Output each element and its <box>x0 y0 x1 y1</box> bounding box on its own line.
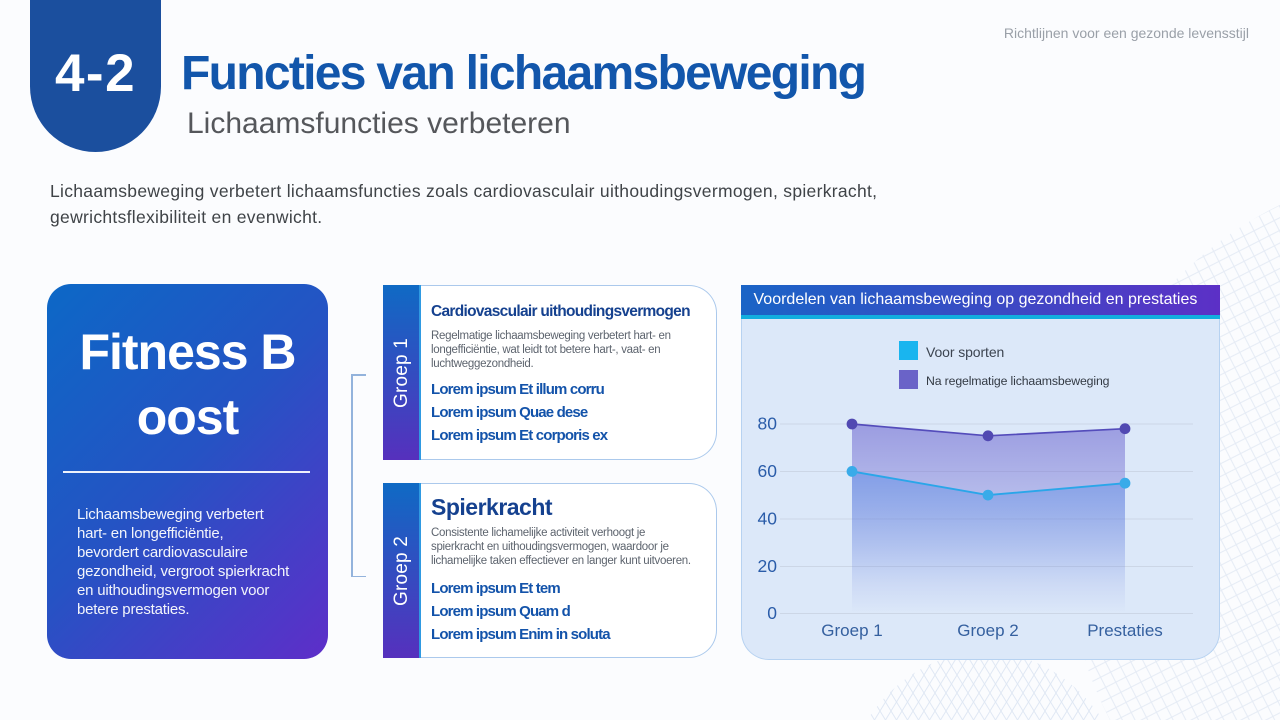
svg-text:Groep 1: Groep 1 <box>821 621 882 640</box>
svg-text:0: 0 <box>767 603 777 623</box>
svg-text:20: 20 <box>757 556 777 576</box>
svg-text:60: 60 <box>757 461 777 481</box>
svg-text:Groep 2: Groep 2 <box>957 621 1018 640</box>
svg-text:Prestaties: Prestaties <box>1087 621 1163 640</box>
svg-text:40: 40 <box>757 509 777 529</box>
svg-text:80: 80 <box>757 414 777 434</box>
